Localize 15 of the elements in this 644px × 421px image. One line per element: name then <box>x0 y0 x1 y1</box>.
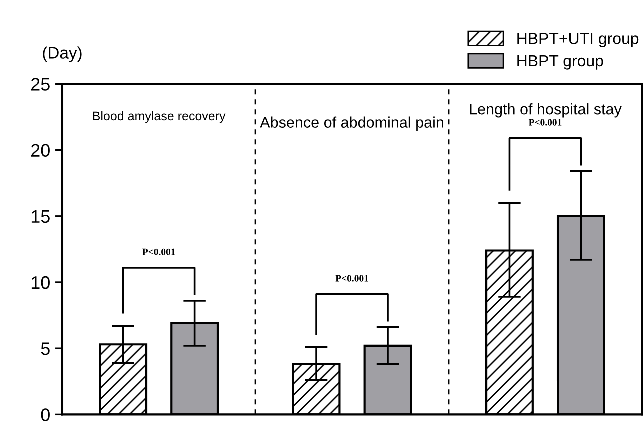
annotation: P<0.001 <box>336 275 368 282</box>
annotation: P<0.001 <box>142 248 176 256</box>
legend-label: HBPT group <box>518 56 604 70</box>
y-axis-title: (Day) <box>43 46 82 62</box>
legend-label: HBPT+UTI group <box>518 33 639 48</box>
y-tick-label: 25 <box>31 78 50 91</box>
y-tick-label: 20 <box>31 144 50 158</box>
y-tick-label: 0 <box>41 408 50 421</box>
y-tick-label: 15 <box>32 210 50 224</box>
x-tick-label: Absence of abdominal pain <box>260 116 444 131</box>
y-tick-label: 10 <box>32 276 50 290</box>
annotation: P<0.001 <box>528 119 562 126</box>
x-tick-label: Blood amylase recovery <box>93 111 226 124</box>
x-tick-label: Length of hospital stay <box>470 104 622 118</box>
y-tick-label: 5 <box>41 342 50 356</box>
